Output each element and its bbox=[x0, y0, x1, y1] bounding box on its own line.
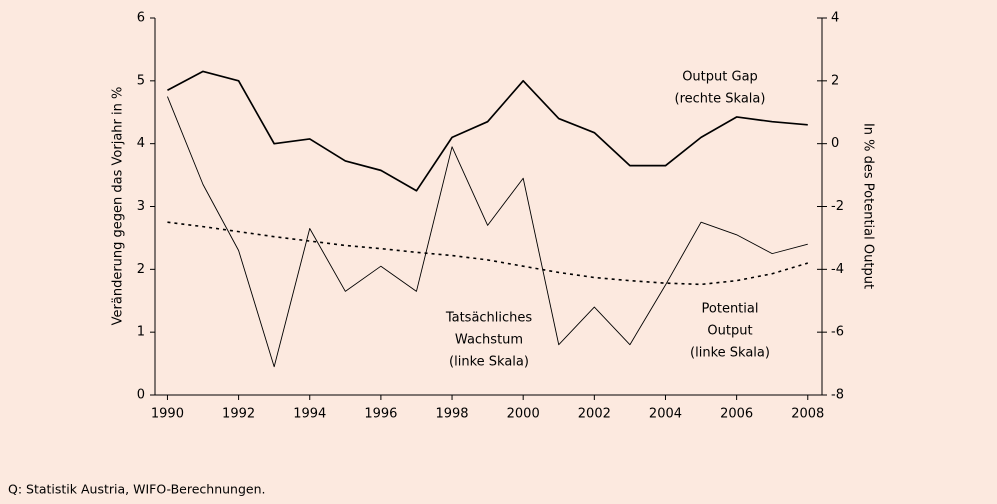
x-tick-label: 2006 bbox=[720, 407, 753, 422]
x-tick-label: 1992 bbox=[222, 407, 255, 422]
y-tick-label: 6 bbox=[137, 11, 145, 26]
y-tick-label: 2 bbox=[137, 262, 145, 277]
y2-tick-label: 4 bbox=[831, 11, 839, 26]
x-tick-label: 2002 bbox=[578, 407, 611, 422]
x-tick-label: 2008 bbox=[791, 407, 824, 422]
series-line bbox=[167, 221, 809, 286]
y-tick-label: 3 bbox=[137, 199, 145, 214]
y2-tick-label: 2 bbox=[831, 73, 839, 88]
x-tick-label: 1990 bbox=[151, 407, 184, 422]
annotation: Output bbox=[707, 324, 752, 339]
annotation: (rechte Skala) bbox=[675, 92, 766, 107]
y2-tick-label: -2 bbox=[831, 199, 844, 214]
y-tick-label: 5 bbox=[137, 73, 145, 88]
y2-axis-label: In % des Potential Output bbox=[861, 123, 876, 289]
x-tick-label: 2004 bbox=[649, 407, 682, 422]
annotation: Tatsächliches bbox=[445, 311, 533, 326]
y2-tick-label: -8 bbox=[831, 388, 844, 403]
annotation: (linke Skala) bbox=[690, 346, 770, 361]
y2-tick-label: -4 bbox=[831, 262, 844, 277]
series-line bbox=[167, 70, 808, 192]
y-axis-label: Veränderung gegen das Vorjahr in % bbox=[111, 87, 126, 326]
source: Q: Statistik Austria, WIFO-Berechnungen. bbox=[8, 482, 266, 497]
x-tick-label: 1994 bbox=[293, 407, 326, 422]
annotation: Potential bbox=[702, 302, 759, 317]
y2-tick-label: -6 bbox=[831, 325, 844, 340]
y2-tick-label: 0 bbox=[831, 136, 839, 151]
annotation: (linke Skala) bbox=[449, 355, 529, 370]
x-tick-label: 1996 bbox=[364, 407, 397, 422]
x-tick-label: 1998 bbox=[435, 407, 468, 422]
y-tick-label: 0 bbox=[137, 388, 145, 403]
series-line bbox=[167, 96, 808, 368]
annotation: Wachstum bbox=[455, 333, 523, 348]
x-tick-label: 2000 bbox=[507, 407, 540, 422]
annotation: Output Gap bbox=[682, 70, 758, 85]
y-tick-label: 1 bbox=[137, 325, 145, 340]
y-tick-label: 4 bbox=[137, 136, 145, 151]
